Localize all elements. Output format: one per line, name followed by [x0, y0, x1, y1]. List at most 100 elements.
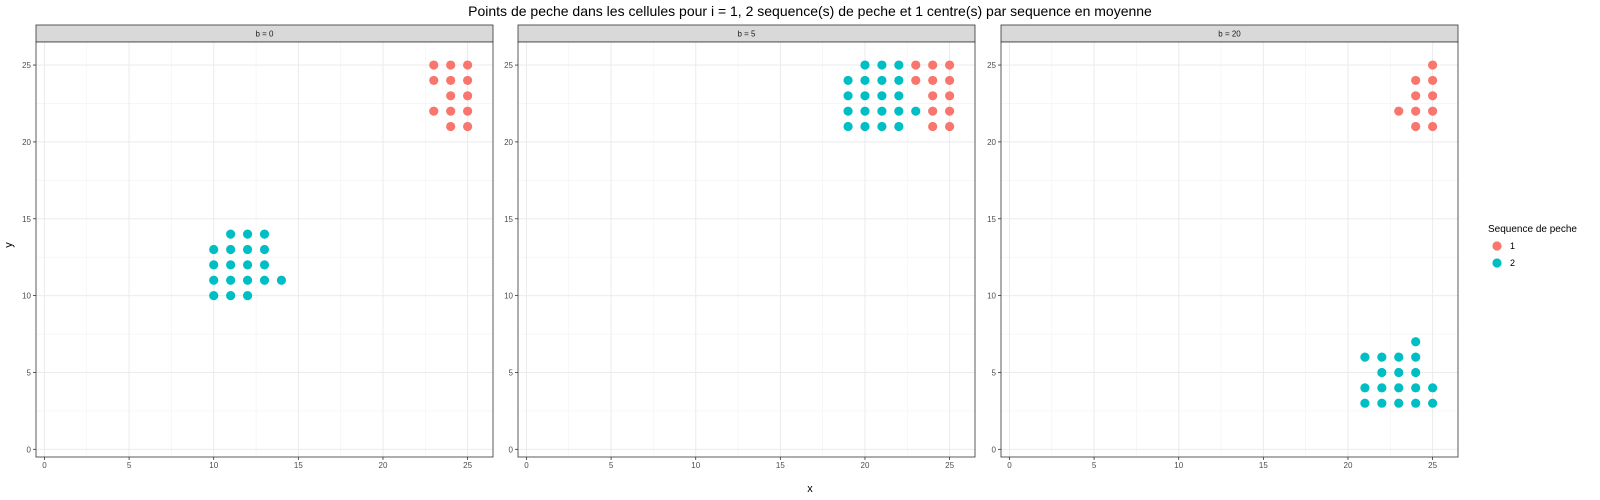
x-tick-label: 10	[1174, 461, 1183, 470]
y-tick-label: 5	[27, 368, 32, 377]
data-point	[945, 121, 955, 132]
data-point	[843, 91, 853, 101]
x-tick-label: 15	[294, 461, 303, 470]
data-point	[843, 75, 853, 86]
legend-label: 2	[1510, 258, 1515, 268]
data-point	[945, 75, 955, 86]
data-point	[894, 106, 904, 116]
y-tick-label: 25	[22, 61, 31, 70]
y-tick-label: 10	[22, 292, 31, 301]
x-tick-label: 20	[861, 461, 870, 470]
data-point	[463, 106, 473, 116]
y-tick-label: 10	[987, 292, 996, 301]
data-point	[446, 60, 456, 70]
x-tick-label: 15	[776, 461, 785, 470]
data-point	[259, 260, 270, 270]
data-point	[1377, 367, 1387, 378]
y-tick-label: 5	[509, 368, 514, 377]
legend-entries: 12	[1492, 241, 1515, 268]
data-point	[1377, 383, 1387, 393]
panel-3: b = 20 0 5 10 15 20 25 0 5 10 15 20 25	[987, 24, 1459, 470]
data-point	[463, 60, 473, 70]
x-tick-label: 5	[609, 461, 614, 470]
data-point	[1428, 106, 1438, 116]
data-point	[843, 106, 853, 116]
panel-plot-area	[1001, 42, 1458, 457]
data-point	[463, 121, 473, 132]
series-1	[429, 60, 473, 132]
data-point	[226, 275, 236, 285]
data-point	[1428, 121, 1438, 132]
data-point	[945, 60, 955, 70]
series-1	[911, 60, 955, 132]
x-tick-label: 10	[209, 461, 218, 470]
y-tick-label: 0	[27, 445, 32, 454]
legend-key	[1492, 241, 1502, 251]
y-tick-label: 20	[22, 138, 31, 147]
data-point	[860, 60, 870, 70]
data-point	[860, 106, 870, 116]
x-tick-label: 25	[945, 461, 954, 470]
data-point	[209, 244, 219, 255]
x-tick-label: 20	[1344, 461, 1353, 470]
data-point	[928, 75, 938, 86]
data-point	[911, 60, 921, 70]
data-point	[463, 91, 473, 101]
y-tick-label: 10	[504, 292, 513, 301]
data-point	[429, 106, 439, 116]
x-axis-title: x	[807, 483, 813, 495]
panel-border	[517, 41, 976, 458]
y-axis-title: y	[3, 242, 15, 248]
data-point	[226, 244, 236, 255]
legend: Sequence de peche 12	[1488, 224, 1577, 268]
x-tick-label: 0	[42, 461, 47, 470]
data-point	[1428, 60, 1438, 70]
data-point	[1428, 383, 1438, 393]
data-point	[446, 121, 456, 132]
panel-border	[35, 41, 494, 458]
data-point	[1394, 383, 1404, 393]
data-point	[1411, 367, 1421, 378]
data-point	[1377, 352, 1387, 362]
data-point	[209, 260, 219, 270]
facet-panels: b = 0 0 5 10 15 20 25 0 5 10 15 20 25 b = 5 0 5 10 15 20 25…	[22, 24, 1459, 470]
data-point	[911, 106, 921, 116]
x-tick-label: 25	[463, 461, 472, 470]
data-point	[928, 121, 938, 132]
data-point	[1360, 398, 1370, 408]
data-point	[1360, 352, 1370, 362]
data-point	[911, 75, 921, 86]
data-point	[1360, 383, 1370, 393]
panel-strip-label: b = 5	[737, 30, 756, 39]
data-point	[226, 229, 236, 239]
data-point	[446, 75, 456, 86]
y-tick-label: 0	[992, 445, 997, 454]
data-point	[860, 91, 870, 101]
data-point	[945, 106, 955, 116]
data-point	[1411, 383, 1421, 393]
data-point	[463, 75, 473, 86]
data-point	[446, 106, 456, 116]
data-point	[226, 291, 236, 301]
data-point	[877, 106, 887, 116]
data-point	[1411, 91, 1421, 101]
x-tick-label: 25	[1428, 461, 1437, 470]
x-tick-label: 0	[524, 461, 529, 470]
data-point	[860, 75, 870, 86]
data-point	[242, 260, 253, 270]
y-tick-label: 25	[504, 61, 513, 70]
panel-strip-label: b = 20	[1218, 30, 1241, 39]
data-point	[276, 275, 287, 285]
data-point	[1411, 121, 1421, 132]
data-point	[1428, 91, 1438, 101]
data-point	[1428, 398, 1438, 408]
data-point	[226, 260, 236, 270]
data-point	[1411, 337, 1421, 347]
data-point	[928, 60, 938, 70]
x-tick-label: 20	[379, 461, 388, 470]
data-point	[928, 91, 938, 101]
panel-plot-area	[518, 42, 975, 457]
data-point	[209, 275, 219, 285]
data-point	[1411, 398, 1421, 408]
